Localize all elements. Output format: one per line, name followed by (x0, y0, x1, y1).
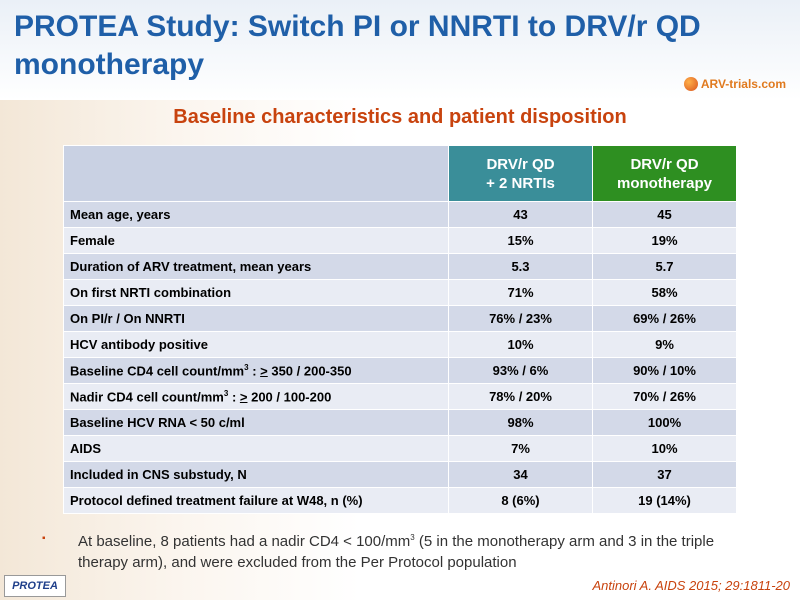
row-value-a: 43 (448, 201, 593, 228)
baseline-table: DRV/r QD + 2 NRTIs DRV/r QD monotherapy … (63, 145, 737, 514)
table-row: On PI/r / On NNRTI 76% / 23% 69% / 26% (63, 305, 737, 332)
table-row: Baseline HCV RNA < 50 c/ml 98% 100% (63, 409, 737, 436)
label-ge-symbol: > (239, 389, 248, 405)
row-value-b: 19 (14%) (592, 487, 737, 514)
row-value-b: 19% (592, 227, 737, 254)
row-value-a: 8 (6%) (448, 487, 593, 514)
footnote-superscript: 3 (410, 533, 415, 542)
arv-trials-logo: ARV-trials.com (683, 74, 786, 94)
header-b-line2: monotherapy (616, 174, 712, 192)
label-separator: : (248, 363, 261, 379)
footnote-post: (5 in the monotherapy arm and 3 in the t… (78, 533, 715, 571)
row-label: Nadir CD4 cell count/mm3 : > 200 / 100-2… (63, 383, 449, 410)
row-value-a: 7% (448, 435, 593, 462)
table-row: Mean age, years 43 45 (63, 201, 737, 228)
row-value-a: 5.3 (448, 253, 593, 280)
logo-text: ARV-trials.com (700, 77, 786, 91)
label-text: Baseline CD4 cell count/mm (70, 363, 245, 379)
bullet-icon: ▪ (42, 533, 46, 544)
row-label: Protocol defined treatment failure at W4… (63, 487, 449, 514)
row-value-a: 10% (448, 331, 593, 358)
row-value-b: 69% / 26% (592, 305, 737, 332)
label-range: 200 / 100-200 (247, 389, 332, 405)
label-ge-symbol: > (260, 363, 268, 379)
table-row: Female 15% 19% (63, 227, 737, 254)
footnote: ▪ At baseline, 8 patients had a nadir CD… (42, 527, 742, 573)
table-row: Included in CNS substudy, N 34 37 (63, 461, 737, 488)
row-value-b: 45 (592, 201, 737, 228)
row-value-a: 78% / 20% (448, 383, 593, 410)
table-row: Nadir CD4 cell count/mm3 : > 200 / 100-2… (63, 383, 737, 410)
row-value-a: 93% / 6% (448, 357, 593, 384)
row-value-b: 70% / 26% (592, 383, 737, 410)
row-value-a: 71% (448, 279, 593, 306)
footnote-text: At baseline, 8 patients had a nadir CD4 … (78, 527, 742, 573)
label-separator: : (228, 389, 240, 405)
row-label: On PI/r / On NNRTI (63, 305, 449, 332)
row-label: HCV antibody positive (63, 331, 449, 358)
row-label: On first NRTI combination (63, 279, 449, 306)
label-superscript: 3 (223, 388, 229, 398)
table-row: AIDS 7% 10% (63, 435, 737, 462)
table-row: HCV antibody positive 10% 9% (63, 331, 737, 358)
header-drv-nrti: DRV/r QD + 2 NRTIs (448, 145, 593, 202)
label-text: Nadir CD4 cell count/mm (70, 389, 224, 405)
row-value-a: 76% / 23% (448, 305, 593, 332)
row-label: Baseline CD4 cell count/mm3 : > 350 / 20… (63, 357, 449, 384)
row-label: Duration of ARV treatment, mean years (63, 253, 449, 280)
section-subtitle: Baseline characteristics and patient dis… (173, 106, 627, 128)
row-value-b: 9% (592, 331, 737, 358)
row-value-a: 15% (448, 227, 593, 254)
header-b-line1: DRV/r QD (630, 155, 699, 173)
row-value-b: 5.7 (592, 253, 737, 280)
citation: Antinori A. AIDS 2015; 29:1811-20 (592, 578, 790, 593)
label-superscript: 3 (244, 362, 249, 372)
table-row: On first NRTI combination 71% 58% (63, 279, 737, 306)
row-value-b: 58% (592, 279, 737, 306)
row-value-b: 90% / 10% (592, 357, 737, 384)
header-a-line2: + 2 NRTIs (486, 174, 555, 192)
table-row: Duration of ARV treatment, mean years 5.… (63, 253, 737, 280)
page-title: PROTEA Study: Switch PI or NNRTI to DRV/… (14, 10, 701, 81)
header-empty-cell (63, 145, 449, 202)
row-value-b: 37 (592, 461, 737, 488)
label-range: 350 / 200-350 (267, 363, 352, 379)
row-label: Baseline HCV RNA < 50 c/ml (63, 409, 449, 436)
row-label: AIDS (63, 435, 449, 462)
row-value-b: 100% (592, 409, 737, 436)
header-drv-mono: DRV/r QD monotherapy (592, 145, 737, 202)
table-header-row: DRV/r QD + 2 NRTIs DRV/r QD monotherapy (63, 145, 737, 202)
row-label: Mean age, years (63, 201, 449, 228)
header-a-line1: DRV/r QD (486, 155, 555, 173)
row-value-b: 10% (592, 435, 737, 462)
row-label: Female (63, 227, 449, 254)
row-value-a: 34 (448, 461, 593, 488)
row-label: Included in CNS substudy, N (63, 461, 449, 488)
table-row: Protocol defined treatment failure at W4… (63, 487, 737, 514)
title-band (0, 0, 800, 100)
protea-tag: PROTEA (4, 575, 66, 597)
table-row: Baseline CD4 cell count/mm3 : > 350 / 20… (63, 357, 737, 384)
logo-icon (683, 77, 698, 91)
footnote-pre: At baseline, 8 patients had a nadir CD4 … (78, 533, 411, 550)
row-value-a: 98% (448, 409, 593, 436)
